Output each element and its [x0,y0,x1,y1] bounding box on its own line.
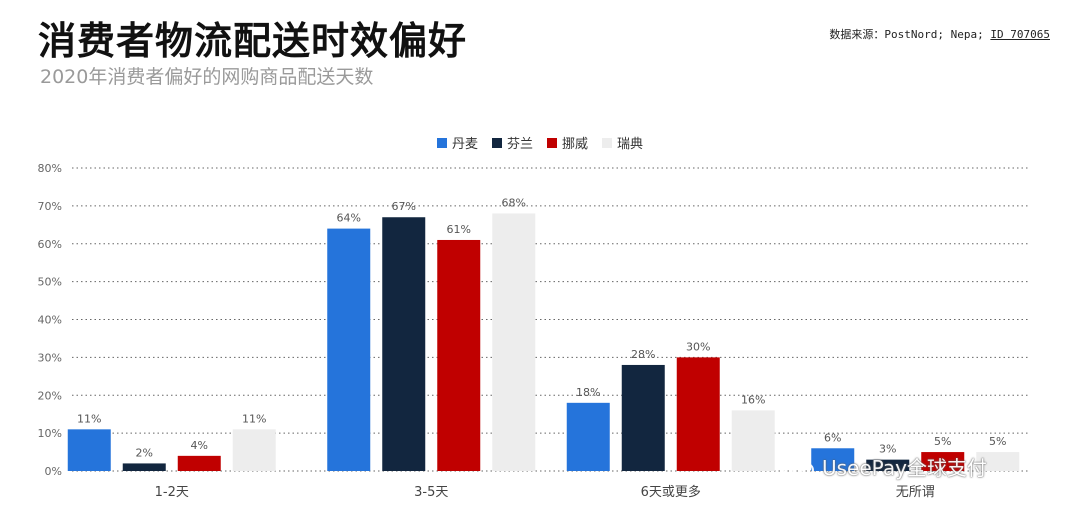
legend-label: 丹麦 [451,137,478,152]
wechat-icon [779,454,814,478]
data-label: 2% [136,446,153,459]
bar [437,239,481,471]
data-label: 28% [631,348,655,361]
data-label: 3% [879,443,896,456]
bar [566,402,610,471]
legend-label: 瑞典 [617,137,644,152]
y-tick-label: 70% [38,200,62,213]
legend-item-3[interactable]: 瑞典 [602,133,643,152]
data-label: 64% [337,212,361,225]
legend-label: 芬兰 [506,137,533,152]
y-tick-label: 40% [38,314,62,327]
bar [327,228,371,471]
data-label: 68% [502,196,526,209]
source-id-link[interactable]: ID 707065 [990,28,1050,41]
legend-swatch [602,137,613,148]
data-label: 18% [576,386,600,399]
y-tick-label: 80% [38,162,62,175]
bar [177,455,221,471]
data-label: 11% [77,412,101,425]
y-tick-label: 60% [38,238,62,251]
bar [866,459,910,471]
bar [122,463,166,471]
data-label: 5% [934,435,951,448]
y-tick-label: 0% [45,465,62,478]
bar [232,429,276,471]
bar [67,429,111,471]
y-tick-label: 10% [38,427,62,440]
bar [811,448,855,471]
legend-label: 挪威 [562,137,589,152]
data-label: 11% [242,412,266,425]
data-label: 16% [741,393,765,406]
data-label: 4% [191,439,208,452]
bar [676,357,720,471]
legend-item-0[interactable]: 丹麦 [436,133,478,152]
legend-swatch [491,137,502,148]
y-tick-label: 30% [38,351,62,364]
source-prefix: 数据来源：PostNord; Nepa; [829,28,991,41]
data-label: 67% [392,200,416,213]
y-tick-label: 50% [38,276,62,289]
y-tick-label: 20% [38,389,62,402]
bar [731,410,775,471]
x-tick-label: 1-2天 [155,485,189,500]
chart-legend: 丹麦 芬兰 挪威 瑞典 [0,133,1080,152]
data-label: 61% [447,223,471,236]
watermark: UseePay全球支付 [778,452,987,481]
legend-swatch [436,137,447,148]
bar [921,452,965,471]
legend-swatch [547,137,557,148]
legend-item-2[interactable]: 挪威 [547,133,588,152]
chart-subtitle: 2020年消费者偏好的网购商品配送天数 [40,66,374,88]
data-label: 30% [686,340,710,353]
data-label: 6% [824,431,841,444]
bar [976,452,1020,471]
x-tick-label: 3-5天 [414,485,448,500]
bar [621,364,665,471]
bar [492,213,536,471]
source-note: 数据来源：PostNord; Nepa; ID 707065 [829,26,1050,42]
data-label: 5% [989,435,1006,448]
bar [382,217,426,471]
x-tick-label: 无所谓 [896,485,935,500]
legend-item-1[interactable]: 芬兰 [491,133,533,152]
watermark-text: UseePay全球支付 [822,456,987,480]
chart-title: 消费者物流配送时效偏好 [38,19,468,63]
x-tick-label: 6天或更多 [641,484,701,500]
